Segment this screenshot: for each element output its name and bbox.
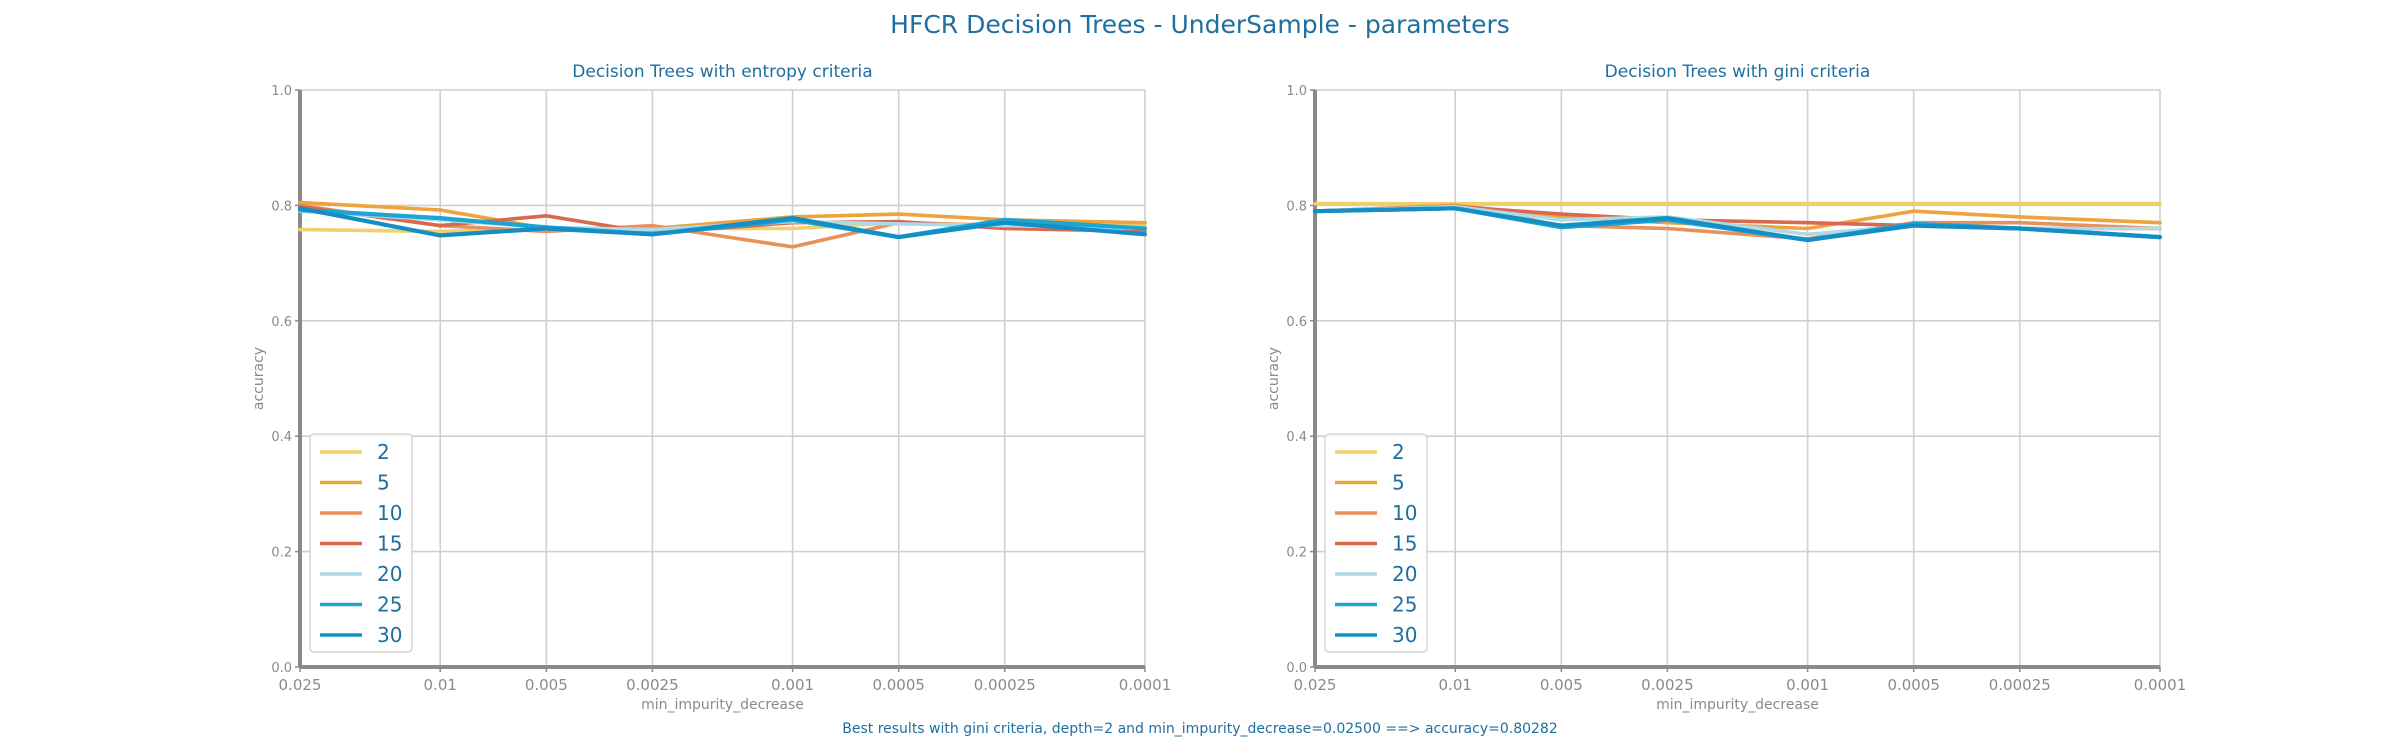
y-tick-label: 0.8 [271, 199, 292, 214]
x-axis-label: min_impurity_decrease [641, 697, 804, 713]
legend-label: 25 [1392, 593, 1417, 617]
series-lines [1312, 201, 2163, 243]
y-axis-label: accuracy [251, 347, 267, 410]
plot-frame [1314, 89, 2161, 668]
y-tick-label: 0.0 [1286, 661, 1307, 676]
y-tick-label: 0.2 [1286, 546, 1307, 561]
legend-label: 25 [377, 593, 402, 617]
x-tick-label: 0.0001 [2134, 676, 2187, 694]
y-tick-label: 0.8 [1286, 199, 1307, 214]
x-tick-label: 0.00025 [974, 676, 1036, 694]
y-tick-label: 0.4 [1286, 430, 1307, 445]
chart-panel: Decision Trees with gini criteria 0.0 0.2 0… [1266, 62, 2186, 713]
legend-label: 10 [377, 501, 402, 525]
x-tick-label: 0.005 [1540, 676, 1583, 694]
x-tick-label: 0.025 [279, 676, 322, 694]
x-tick-label: 0.001 [1786, 676, 1829, 694]
legend-label: 20 [1392, 562, 1417, 586]
legend-label: 5 [377, 471, 390, 495]
x-tick-label: 0.01 [1439, 676, 1472, 694]
x-tick-label: 0.0005 [872, 676, 925, 694]
x-tick-label: 0.0001 [1119, 676, 1172, 694]
legend-label: 15 [1392, 532, 1417, 556]
legend-label: 20 [377, 562, 402, 586]
series-lines [297, 200, 1148, 249]
legend-label: 10 [1392, 501, 1417, 525]
plot-frame [299, 89, 1146, 668]
legend-label: 30 [1392, 623, 1417, 647]
x-tick-label: 0.00025 [1989, 676, 2051, 694]
legend-label: 5 [1392, 471, 1405, 495]
y-tick-label: 1.0 [271, 84, 292, 99]
y-tick-label: 1.0 [1286, 84, 1307, 99]
x-tick-label: 0.0005 [1887, 676, 1940, 694]
x-tick-label: 0.005 [525, 676, 568, 694]
subplot-title: Decision Trees with gini criteria [1605, 62, 1871, 82]
legend-label: 2 [377, 440, 390, 464]
best-result-note: Best results with gini criteria, depth=2… [842, 721, 1558, 737]
y-tick-label: 0.6 [271, 315, 292, 330]
x-tick-label: 0.025 [1294, 676, 1337, 694]
y-axis-label: accuracy [1266, 347, 1282, 410]
x-axis-label: min_impurity_decrease [1656, 697, 1819, 713]
y-tick-label: 0.0 [271, 661, 292, 676]
y-tick-label: 0.2 [271, 546, 292, 561]
chart-panel: Decision Trees with entropy criteria0.00… [251, 62, 1171, 713]
x-tick-label: 0.01 [424, 676, 457, 694]
x-tick-label: 0.0025 [626, 676, 679, 694]
series-line-depth-30 [1312, 206, 2163, 243]
figure-title: HFCR Decision Trees - UnderSample - para… [890, 10, 1510, 39]
legend-label: 15 [377, 532, 402, 556]
series-line-depth-5 [298, 200, 1147, 231]
x-tick-label: 0.001 [771, 676, 814, 694]
legend-label: 30 [377, 623, 402, 647]
series-line-depth-30 [297, 206, 1148, 240]
x-tick-label: 0.0025 [1641, 676, 1694, 694]
y-tick-label: 0.4 [271, 430, 292, 445]
legend-label: 2 [1392, 440, 1405, 464]
y-tick-label: 0.6 [1286, 315, 1307, 330]
subplot-title: Decision Trees with entropy criteria [572, 62, 872, 82]
chart-panels: Decision Trees with entropy criteria0.00… [251, 62, 2186, 713]
